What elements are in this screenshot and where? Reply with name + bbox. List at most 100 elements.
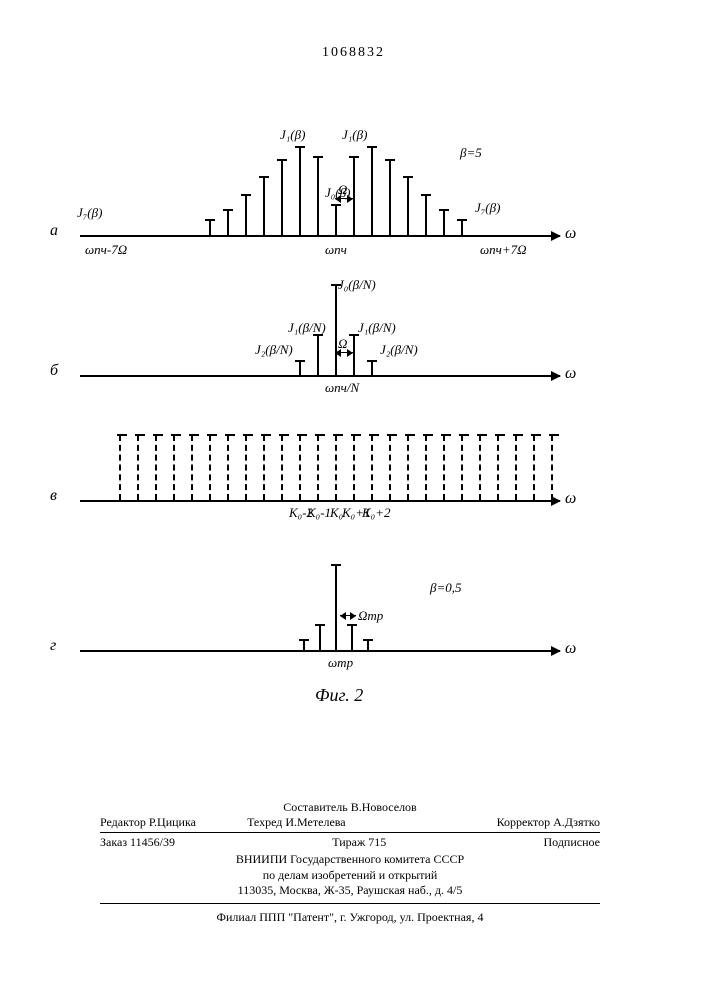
spectral-line (353, 157, 355, 235)
axis-v (80, 500, 560, 502)
omega-b: ω (565, 365, 576, 383)
spectral-line (371, 361, 373, 375)
spectral-line (245, 195, 247, 235)
spectral-line (407, 177, 409, 235)
spectral-line (119, 435, 123, 500)
org-line-1: ВНИИПИ Государственного комитета СССР (100, 852, 600, 868)
spectral-line (389, 160, 391, 235)
spectral-line (335, 205, 337, 235)
spectral-line (173, 435, 177, 500)
spectral-line (389, 435, 393, 500)
axis-g (80, 650, 560, 652)
figure-2: а ω β=5 ωпч-7Ωωпчωпч+7ΩJ₇(β)J₁(β)J₁(β)J₀… (80, 130, 610, 710)
spectrum-label: J₂(β/N) (380, 342, 418, 358)
omega-arrow-g-icon (340, 615, 356, 624)
spectrum-b: б ω ωпч/NJ₂(β/N)J₁(β/N)J₀(β/N)J₁(β/N)J₂(… (80, 280, 610, 410)
spectral-line (227, 435, 231, 500)
spectral-line (335, 285, 337, 375)
spectrum-label: ωпч (325, 242, 347, 258)
spectral-line (353, 435, 357, 500)
omega-span-lbl-g: Ωтр (358, 608, 383, 624)
spectral-line (367, 640, 369, 650)
beta-a: β=5 (460, 145, 482, 161)
spectral-line (351, 625, 353, 650)
spectrum-label: K₀-1 (307, 505, 331, 521)
spectral-line (299, 147, 301, 235)
spectral-line (335, 565, 337, 650)
row-label-a: а (50, 222, 58, 240)
spectral-line (425, 195, 427, 235)
spectral-line (317, 157, 319, 235)
spectral-line (155, 435, 159, 500)
order: Заказ 11456/39 (100, 835, 175, 850)
spectrum-label: J₇(β) (475, 200, 500, 216)
spectral-line (191, 435, 195, 500)
spectral-line (425, 435, 429, 500)
spectral-line (317, 435, 321, 500)
omega-span-lbl-a: Ω (338, 182, 347, 198)
spectral-line (281, 435, 285, 500)
spectral-line (353, 335, 355, 375)
spectral-line (299, 435, 303, 500)
spectral-line (263, 435, 267, 500)
row-label-b: б (50, 362, 58, 380)
spectrum-label: J₁(β/N) (358, 320, 396, 336)
spectrum-g: г ω β=0,5 ωтр Ωтр (80, 560, 610, 680)
beta-g: β=0,5 (430, 580, 462, 596)
podpisnoe: Подписное (544, 835, 601, 850)
spectral-line (137, 435, 141, 500)
spectral-line (209, 435, 213, 500)
spectrum-label: J₁(β/N) (288, 320, 326, 336)
spectrum-label: J₁(β) (342, 127, 367, 143)
spectral-line (515, 435, 519, 500)
spectral-line (299, 361, 301, 375)
spectral-line (479, 435, 483, 500)
spectral-line (461, 435, 465, 500)
spectral-line (303, 640, 305, 650)
spectral-line (209, 220, 211, 235)
spectrum-label: J₁(β) (280, 127, 305, 143)
spectral-line (319, 625, 321, 650)
spectrum-label: J₇(β) (77, 205, 102, 221)
spectrum-label: J₀(β/N) (338, 277, 376, 293)
spectrum-a: а ω β=5 ωпч-7Ωωпчωпч+7ΩJ₇(β)J₁(β)J₁(β)J₀… (80, 130, 610, 270)
filial-line: Филиал ППП "Патент", г. Ужгород, ул. Про… (100, 904, 600, 925)
row-label-g: г (50, 637, 56, 655)
composer-line: Составитель В.Новоселов (100, 800, 600, 815)
spectrum-label: K₀+2 (362, 505, 390, 521)
corrector: Корректор А.Дзятко (453, 815, 600, 830)
row-label-v: в (50, 487, 57, 505)
spectral-line (497, 435, 501, 500)
spectrum-label: ωпч-7Ω (85, 242, 127, 258)
spectral-line (461, 220, 463, 235)
spectral-line (371, 147, 373, 235)
axis-b (80, 375, 560, 377)
omega-arrow-a-icon (335, 198, 353, 207)
omega-span-lbl-b: Ω (338, 336, 347, 352)
spectral-line (335, 435, 339, 500)
org-line-2: по делам изобретений и открытий (100, 868, 600, 884)
omega-arrow-b-icon (335, 352, 353, 361)
spectral-line (407, 435, 411, 500)
figure-caption: Фиг. 2 (315, 685, 363, 706)
spectral-line (281, 160, 283, 235)
spectral-line (245, 435, 249, 500)
omega-a: ω (565, 225, 576, 243)
tirazh: Тираж 715 (332, 835, 386, 850)
spectral-line (551, 435, 555, 500)
spectral-line (227, 210, 229, 235)
spectral-line (263, 177, 265, 235)
page-number: 1068832 (0, 45, 707, 61)
imprint-block: Составитель В.Новоселов Редактор Р.Цицик… (100, 800, 600, 925)
spectrum-label: J₂(β/N) (255, 342, 293, 358)
omega-g: ω (565, 640, 576, 658)
spectral-line (443, 210, 445, 235)
spectral-line (371, 435, 375, 500)
spectral-line (533, 435, 537, 500)
spectrum-v: в ω K₀-2K₀-1K₀K₀+1K₀+2 (80, 420, 610, 530)
tehred: Техред И.Метелева (247, 815, 453, 830)
spectral-line (317, 335, 319, 375)
address: 113035, Москва, Ж-35, Раушская наб., д. … (100, 883, 600, 899)
spectrum-label: ωпч/N (325, 380, 359, 396)
editor: Редактор Р.Цицика (100, 815, 247, 830)
